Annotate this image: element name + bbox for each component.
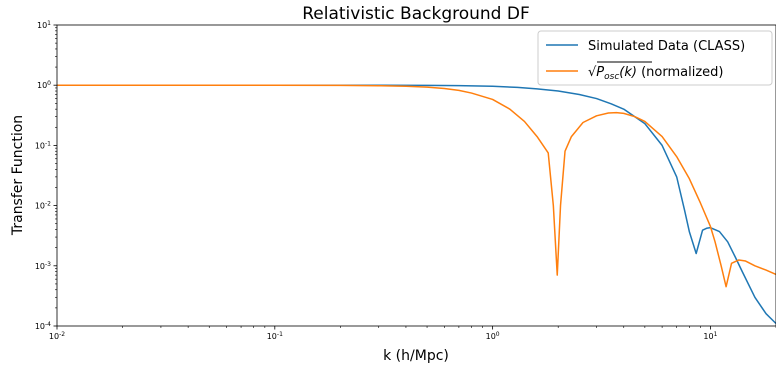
x-tick-label: 100 <box>486 331 500 341</box>
x-tick-label: 10-2 <box>49 331 65 341</box>
plot-frame <box>56 24 776 327</box>
y-tick-label: 10-2 <box>35 201 51 211</box>
chart-title: Relativistic Background DF <box>302 4 530 24</box>
y-tick-label: 10-3 <box>35 261 51 271</box>
legend-var: P <box>596 65 604 80</box>
y-tick-label: 10-4 <box>35 321 51 331</box>
x-tick-label: 10-1 <box>267 331 283 341</box>
y-tick-label: 10-1 <box>35 140 51 150</box>
series-line-0 <box>57 84 776 325</box>
legend-label-class: Simulated Data (CLASS) <box>588 39 745 54</box>
legend-arg: (k) <box>619 65 637 80</box>
legend-label-posc: √Posc(k) (normalized) <box>588 65 723 82</box>
legend-box <box>537 30 773 86</box>
legend: Simulated Data (CLASS) √Posc(k) (normali… <box>537 30 773 86</box>
series-layer <box>57 84 776 325</box>
series-line-1 <box>57 84 776 288</box>
y-axis-label: Transfer Function <box>10 115 26 236</box>
legend-suffix: (normalized) <box>637 65 724 80</box>
y-axis-ticks: 10-4 10-3 10-2 10-1 100 101 <box>35 20 57 331</box>
y-tick-label: 100 <box>37 80 51 90</box>
x-axis-ticks: 10-2 10-1 100 101 <box>49 326 776 341</box>
x-axis-label: k (h/Mpc) <box>383 348 449 364</box>
y-tick-label: 101 <box>37 20 51 30</box>
legend-sqrt-sign: √ <box>588 65 597 80</box>
plot-area <box>56 24 776 327</box>
x-tick-label: 101 <box>703 331 717 341</box>
legend-sub: osc <box>604 72 619 82</box>
